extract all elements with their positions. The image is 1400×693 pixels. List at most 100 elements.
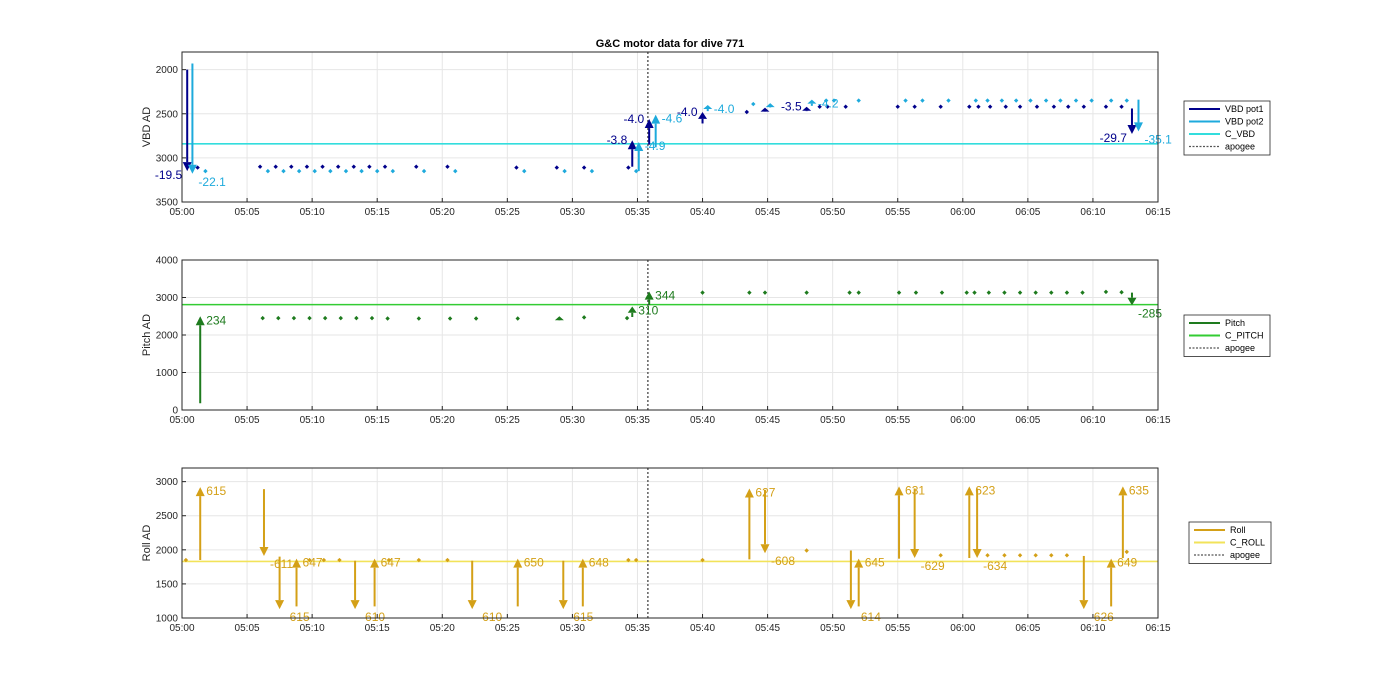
data-point-vbd-pot2 xyxy=(312,168,317,174)
data-point-vbd-pot1 xyxy=(320,164,325,169)
move-label: -4.0 xyxy=(714,102,735,116)
data-point-vbd-pot1 xyxy=(817,104,822,109)
move-label: 649 xyxy=(1117,556,1137,570)
move-label: 635 xyxy=(1129,483,1149,497)
data-point-roll xyxy=(804,548,809,553)
legend-label: VBD pot2 xyxy=(1225,117,1264,127)
move-arrow-head xyxy=(187,164,197,174)
x-tick-label: 06:05 xyxy=(1015,623,1040,634)
data-point-roll xyxy=(1124,549,1129,555)
x-tick-label: 05:05 xyxy=(235,623,260,634)
data-point-vbd-pot2 xyxy=(823,98,829,103)
y-tick-label: 1000 xyxy=(156,614,179,625)
x-tick-label: 05:50 xyxy=(820,207,845,218)
legend-label: apogee xyxy=(1225,343,1255,353)
data-point-vbd-pot2 xyxy=(296,168,302,174)
legend-label: VBD pot1 xyxy=(1225,104,1264,114)
move-arrow-head xyxy=(259,546,269,556)
data-point-roll xyxy=(337,557,342,563)
data-point-pitch xyxy=(1033,290,1038,295)
data-point-vbd-pot1 xyxy=(351,164,356,169)
data-point-roll xyxy=(985,553,990,558)
x-tick-label: 05:50 xyxy=(820,415,845,426)
data-point-pitch xyxy=(416,316,422,321)
axes-frame xyxy=(181,467,1159,619)
legend-label: C_PITCH xyxy=(1225,331,1264,341)
data-point-pitch xyxy=(964,290,969,295)
x-tick-label: 05:40 xyxy=(690,623,715,634)
move-arrow-head xyxy=(558,600,568,610)
data-point-vbd-pot2 xyxy=(589,168,595,174)
move-arrow-head xyxy=(744,488,754,498)
legend-label: Pitch xyxy=(1225,318,1245,328)
data-point-vbd-pot1 xyxy=(581,165,587,170)
x-tick-label: 06:05 xyxy=(1015,207,1040,218)
data-point-pitch xyxy=(986,290,992,295)
move-arrow-head xyxy=(182,162,192,172)
move-arrow-head xyxy=(644,119,654,129)
move-arrow-head xyxy=(964,486,974,496)
move-arrow-head xyxy=(644,291,654,300)
data-point-vbd-pot1 xyxy=(1066,104,1071,109)
x-tick-label: 05:15 xyxy=(365,207,390,218)
data-point-pitch xyxy=(322,315,328,321)
move-arrow-head xyxy=(627,140,637,150)
data-point-vbd-pot1 xyxy=(195,165,200,170)
data-point-vbd-pot1 xyxy=(257,164,263,169)
move-arrow-head xyxy=(1106,558,1116,568)
legend-label: apogee xyxy=(1230,550,1260,560)
move-arrow-head xyxy=(1118,486,1128,496)
x-tick-label: 06:10 xyxy=(1080,623,1105,634)
data-point-roll xyxy=(307,557,312,563)
x-tick-label: 06:15 xyxy=(1145,415,1170,426)
plot-area xyxy=(182,468,1158,618)
data-point-vbd-pot1 xyxy=(1081,104,1087,109)
data-point-pitch xyxy=(473,316,479,321)
data-point-pitch xyxy=(276,315,281,321)
x-tick-label: 05:35 xyxy=(625,207,650,218)
move-label: -4.6 xyxy=(662,112,683,126)
x-tick-label: 05:00 xyxy=(169,623,194,634)
x-tick-label: 05:25 xyxy=(495,623,520,634)
x-tick-label: 05:30 xyxy=(560,623,585,634)
data-point-vbd-pot2 xyxy=(203,168,208,174)
x-tick-label: 05:45 xyxy=(755,207,780,218)
move-arrow-head xyxy=(1079,600,1089,610)
move-label: 615 xyxy=(206,484,226,498)
move-arrow-head xyxy=(195,487,205,497)
panel-2: 05:00 05:05 05:10 05:15 05:20 05:25 05:30 05:35… xyxy=(141,256,1271,426)
x-tick-label: 05:45 xyxy=(755,415,780,426)
data-point-vbd-pot1 xyxy=(895,104,900,109)
y-tick-label: 3500 xyxy=(156,198,179,209)
x-tick-label: 05:15 xyxy=(365,415,390,426)
data-point-vbd-pot1 xyxy=(938,104,943,109)
move-label: 344 xyxy=(655,289,675,303)
data-point-vbd-pot1 xyxy=(382,164,388,169)
y-tick-label: 1000 xyxy=(156,368,179,379)
legend-label: apogee xyxy=(1225,142,1255,152)
data-point-vbd-pot2 xyxy=(281,168,286,174)
y-tick-label: 2500 xyxy=(156,511,179,522)
data-point-roll xyxy=(626,557,631,563)
data-point-vbd-pot1 xyxy=(1034,104,1040,109)
move-arrow-head xyxy=(910,549,920,558)
data-point-pitch xyxy=(354,315,359,321)
data-point-pitch xyxy=(385,316,390,321)
data-point-vbd-pot2 xyxy=(1058,98,1063,103)
y-tick-label: 3000 xyxy=(156,293,179,304)
panel-3: 05:00 05:05 05:10 05:15 05:20 05:25 05:30 05:35… xyxy=(141,467,1272,634)
legend-label: C_ROLL xyxy=(1230,538,1265,548)
move-arrow-head xyxy=(578,558,588,568)
y-tick-label: 2500 xyxy=(156,109,179,120)
move-arrow-head xyxy=(972,549,982,558)
move-arrow-head xyxy=(467,600,477,610)
move-label: 310 xyxy=(638,304,658,318)
move-label: -19.5 xyxy=(155,168,183,182)
data-point-roll xyxy=(445,557,450,563)
move-arrow-head xyxy=(634,142,644,151)
data-point-vbd-pot2 xyxy=(421,168,427,174)
data-point-vbd-pot1 xyxy=(912,104,917,109)
